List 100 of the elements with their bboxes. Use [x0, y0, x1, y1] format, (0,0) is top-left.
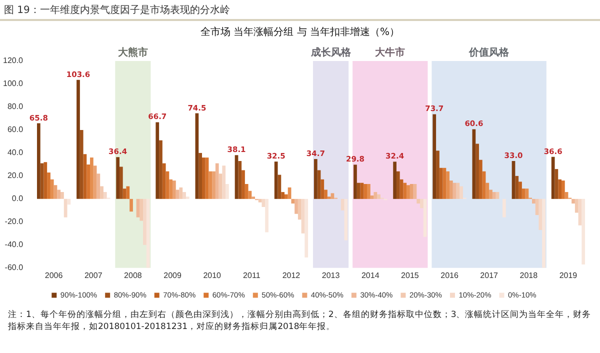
bar — [103, 192, 107, 199]
y-tick-label: 80.0 — [7, 102, 24, 112]
bar — [496, 192, 500, 199]
bar — [558, 179, 562, 199]
bar — [446, 171, 450, 199]
text: 注：1、每个年份的涨幅分组，由左到右（颜色由深到浅），涨幅分别由高到低；2、各组的财务指标取中位数；3、涨幅统计区间为当年全年，财务指标来自当年年报，如20180101-20181231，对应的财务指标归属2018年年报。 — [7, 309, 592, 333]
bar — [291, 198, 295, 204]
bar — [416, 198, 420, 204]
chart-subtitle: 全市场 当年涨幅分组 与 当年扣非增速（%） — [199, 26, 401, 39]
bar — [356, 182, 360, 199]
bar — [222, 166, 226, 199]
bar — [554, 169, 558, 199]
bar — [50, 179, 54, 199]
bar — [344, 198, 348, 240]
bar — [460, 186, 463, 199]
band-label: 大熊市 — [116, 46, 148, 59]
x-tick-label: 2007 — [84, 270, 103, 280]
bar — [156, 122, 160, 199]
bar — [218, 174, 222, 199]
bar — [294, 198, 298, 214]
bar — [80, 130, 84, 199]
bar — [262, 198, 266, 207]
bar — [515, 176, 519, 199]
bar — [100, 186, 104, 199]
bar — [370, 195, 374, 199]
bar — [489, 190, 492, 199]
band-label: 成长风格 — [310, 46, 352, 59]
bar — [518, 182, 522, 199]
bar — [284, 194, 288, 199]
bar — [364, 184, 367, 199]
bar — [330, 193, 334, 199]
y-tick-label: 120.0 — [2, 56, 24, 66]
x-tick-label: 2009 — [164, 270, 182, 280]
x-tick-label: 2011 — [243, 270, 261, 280]
y-tick-label: 100.0 — [2, 79, 24, 88]
bar — [522, 188, 526, 199]
bar — [36, 123, 40, 199]
bar — [367, 184, 370, 199]
bar — [182, 192, 186, 199]
bar — [96, 174, 100, 199]
bar — [396, 171, 400, 199]
bar — [162, 163, 166, 199]
bar — [354, 164, 357, 199]
band-label: 大牛市 — [374, 46, 406, 59]
y-tick-label: 40.0 — [7, 148, 24, 158]
x-tick-label: 2012 — [282, 270, 301, 280]
bar — [423, 198, 427, 237]
bar — [410, 184, 414, 199]
bar — [476, 144, 479, 199]
y-tick-label: 0.0 — [12, 194, 24, 204]
x-tick-label: 2010 — [203, 270, 222, 280]
bar — [582, 198, 586, 264]
x-tick-label: 2017 — [480, 270, 499, 280]
x-tick-label: 2018 — [520, 270, 538, 280]
bar — [439, 168, 443, 199]
bar — [420, 198, 424, 208]
bar — [93, 166, 97, 199]
bar — [572, 198, 575, 204]
bar — [304, 198, 308, 258]
bar — [238, 161, 242, 199]
bar — [551, 156, 555, 199]
bar — [314, 159, 318, 199]
bar — [317, 170, 321, 199]
bar — [298, 198, 302, 220]
bar — [146, 198, 150, 268]
bar — [432, 114, 436, 199]
x-tick-label: 2013 — [322, 270, 340, 280]
bar — [542, 198, 546, 268]
bar — [179, 187, 183, 199]
x-tick-label: 2006 — [44, 270, 64, 280]
bar — [436, 150, 440, 199]
bar — [202, 158, 206, 199]
bar — [90, 158, 94, 199]
bar — [413, 184, 417, 199]
bar — [486, 182, 490, 199]
y-tick-label: 20.0 — [7, 171, 24, 180]
bar — [320, 179, 324, 199]
bar — [83, 154, 87, 199]
bar — [456, 182, 460, 199]
bar — [130, 198, 133, 212]
bar — [574, 198, 578, 213]
bar — [76, 80, 80, 199]
x-tick-label: 2008 — [124, 270, 142, 280]
y-tick-label: -60.0 — [4, 263, 24, 272]
bar — [44, 162, 48, 199]
bar — [532, 198, 536, 204]
bar — [324, 190, 328, 199]
bar — [64, 198, 68, 218]
x-tick-label: 2019 — [559, 270, 578, 280]
bar — [54, 185, 58, 199]
bar — [116, 157, 120, 199]
bar — [258, 198, 262, 202]
bar — [377, 194, 380, 199]
x-tick-label: 2016 — [440, 270, 459, 280]
bar — [136, 198, 140, 218]
bar — [86, 164, 90, 199]
bar — [242, 170, 245, 199]
x-tick-label: 2015 — [401, 270, 420, 280]
bar — [198, 152, 202, 199]
bar — [265, 198, 268, 232]
